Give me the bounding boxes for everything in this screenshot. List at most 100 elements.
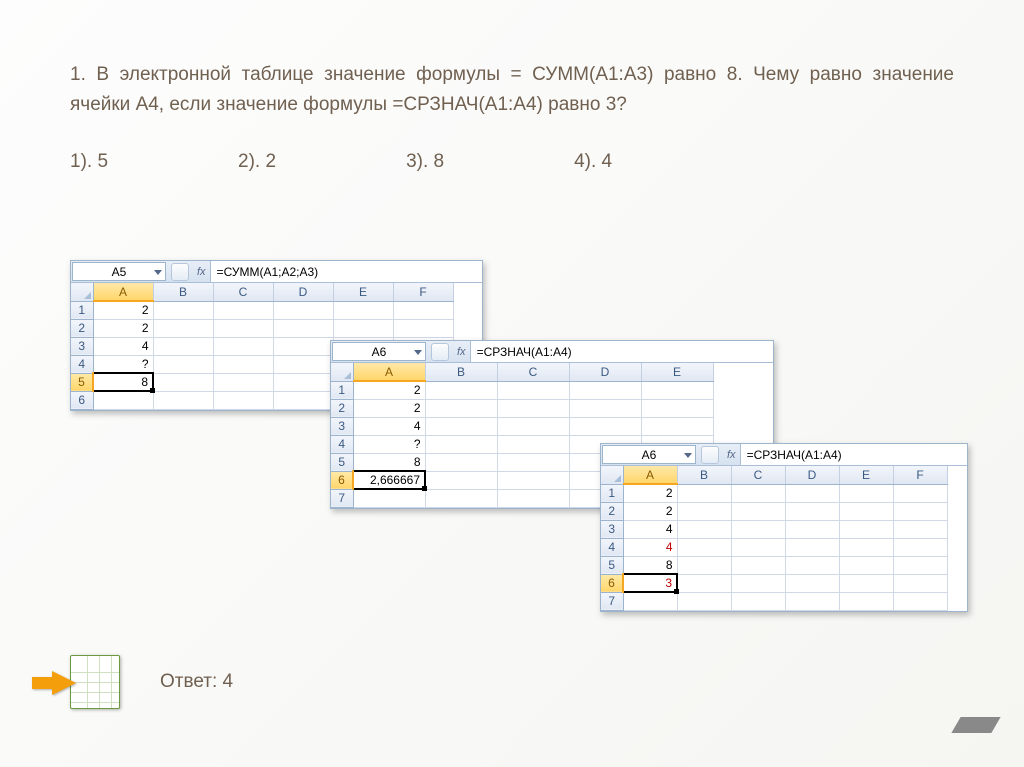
- cell[interactable]: [497, 399, 569, 417]
- cell[interactable]: [677, 592, 731, 610]
- cell[interactable]: 2: [353, 399, 425, 417]
- cell[interactable]: [213, 355, 273, 373]
- cell[interactable]: [623, 592, 677, 610]
- cell[interactable]: [677, 538, 731, 556]
- column-header[interactable]: A: [353, 363, 425, 381]
- cell[interactable]: [641, 399, 713, 417]
- cell[interactable]: [213, 337, 273, 355]
- cell[interactable]: [425, 417, 497, 435]
- cell[interactable]: [785, 484, 839, 502]
- cell[interactable]: [839, 556, 893, 574]
- cell[interactable]: [731, 520, 785, 538]
- cell[interactable]: [497, 471, 569, 489]
- cell[interactable]: [333, 301, 393, 319]
- column-header[interactable]: D: [785, 466, 839, 484]
- column-header[interactable]: D: [273, 283, 333, 301]
- cell[interactable]: [893, 592, 947, 610]
- cell[interactable]: [273, 319, 333, 337]
- cell[interactable]: [497, 435, 569, 453]
- name-box[interactable]: A6: [602, 445, 696, 464]
- row-header[interactable]: 4: [71, 355, 93, 373]
- cell[interactable]: [497, 417, 569, 435]
- cell[interactable]: [677, 484, 731, 502]
- cell[interactable]: [497, 453, 569, 471]
- column-header[interactable]: E: [333, 283, 393, 301]
- cell[interactable]: [731, 538, 785, 556]
- cell[interactable]: [213, 391, 273, 409]
- cell[interactable]: [677, 502, 731, 520]
- cell[interactable]: [425, 399, 497, 417]
- column-header[interactable]: D: [569, 363, 641, 381]
- cell[interactable]: [569, 381, 641, 399]
- formula-input[interactable]: =СРЗНАЧ(A1:A4): [470, 341, 773, 362]
- formula-input[interactable]: =СУММ(A1;A2;A3): [210, 261, 482, 282]
- cell[interactable]: [785, 574, 839, 592]
- cell[interactable]: [153, 337, 213, 355]
- column-header[interactable]: C: [497, 363, 569, 381]
- cell[interactable]: [93, 391, 153, 409]
- column-header[interactable]: F: [393, 283, 453, 301]
- cell[interactable]: [425, 453, 497, 471]
- row-header[interactable]: 5: [331, 453, 353, 471]
- cell[interactable]: [785, 520, 839, 538]
- cell[interactable]: ?: [353, 435, 425, 453]
- cell[interactable]: [153, 391, 213, 409]
- row-header[interactable]: 7: [601, 592, 623, 610]
- fx-icon[interactable]: fx: [453, 341, 470, 362]
- cell[interactable]: [893, 520, 947, 538]
- row-header[interactable]: 2: [601, 502, 623, 520]
- column-header[interactable]: C: [213, 283, 273, 301]
- row-header[interactable]: 1: [71, 301, 93, 319]
- formula-input[interactable]: =СРЗНАЧ(A1:A4): [740, 444, 967, 465]
- cell[interactable]: 2: [623, 502, 677, 520]
- cell[interactable]: [153, 319, 213, 337]
- cell[interactable]: [641, 417, 713, 435]
- cell[interactable]: [785, 502, 839, 520]
- cell[interactable]: 2: [93, 319, 153, 337]
- column-header[interactable]: B: [677, 466, 731, 484]
- cell[interactable]: [839, 592, 893, 610]
- fx-cancel-button[interactable]: [431, 343, 449, 361]
- cell[interactable]: 4: [623, 538, 677, 556]
- cell[interactable]: [497, 381, 569, 399]
- row-header[interactable]: 6: [601, 574, 623, 592]
- cell[interactable]: [893, 556, 947, 574]
- cell[interactable]: 8: [623, 556, 677, 574]
- cell[interactable]: [273, 355, 333, 373]
- row-header[interactable]: 2: [331, 399, 353, 417]
- cell[interactable]: [273, 373, 333, 391]
- select-all-corner[interactable]: [331, 363, 353, 381]
- cell[interactable]: [785, 556, 839, 574]
- name-box[interactable]: A6: [332, 342, 426, 361]
- name-box[interactable]: A5: [72, 262, 166, 281]
- select-all-corner[interactable]: [601, 466, 623, 484]
- cell[interactable]: [785, 538, 839, 556]
- cell[interactable]: [569, 399, 641, 417]
- row-header[interactable]: 4: [601, 538, 623, 556]
- cell[interactable]: 4: [353, 417, 425, 435]
- cell[interactable]: [677, 574, 731, 592]
- fx-icon[interactable]: fx: [193, 261, 210, 282]
- cell[interactable]: [213, 319, 273, 337]
- cell[interactable]: 3: [623, 574, 677, 592]
- cell[interactable]: [497, 489, 569, 507]
- row-header[interactable]: 5: [71, 373, 93, 391]
- cell[interactable]: [731, 556, 785, 574]
- cell[interactable]: [213, 301, 273, 319]
- row-header[interactable]: 3: [71, 337, 93, 355]
- row-header[interactable]: 4: [331, 435, 353, 453]
- cell[interactable]: [839, 484, 893, 502]
- cell[interactable]: [153, 373, 213, 391]
- cell[interactable]: [641, 381, 713, 399]
- column-header[interactable]: A: [623, 466, 677, 484]
- column-header[interactable]: B: [153, 283, 213, 301]
- cell[interactable]: [333, 319, 393, 337]
- row-header[interactable]: 5: [601, 556, 623, 574]
- cell[interactable]: [731, 502, 785, 520]
- cell[interactable]: [677, 556, 731, 574]
- cell[interactable]: [839, 520, 893, 538]
- row-header[interactable]: 6: [71, 391, 93, 409]
- cell[interactable]: [785, 592, 839, 610]
- column-header[interactable]: A: [93, 283, 153, 301]
- cell[interactable]: [393, 301, 453, 319]
